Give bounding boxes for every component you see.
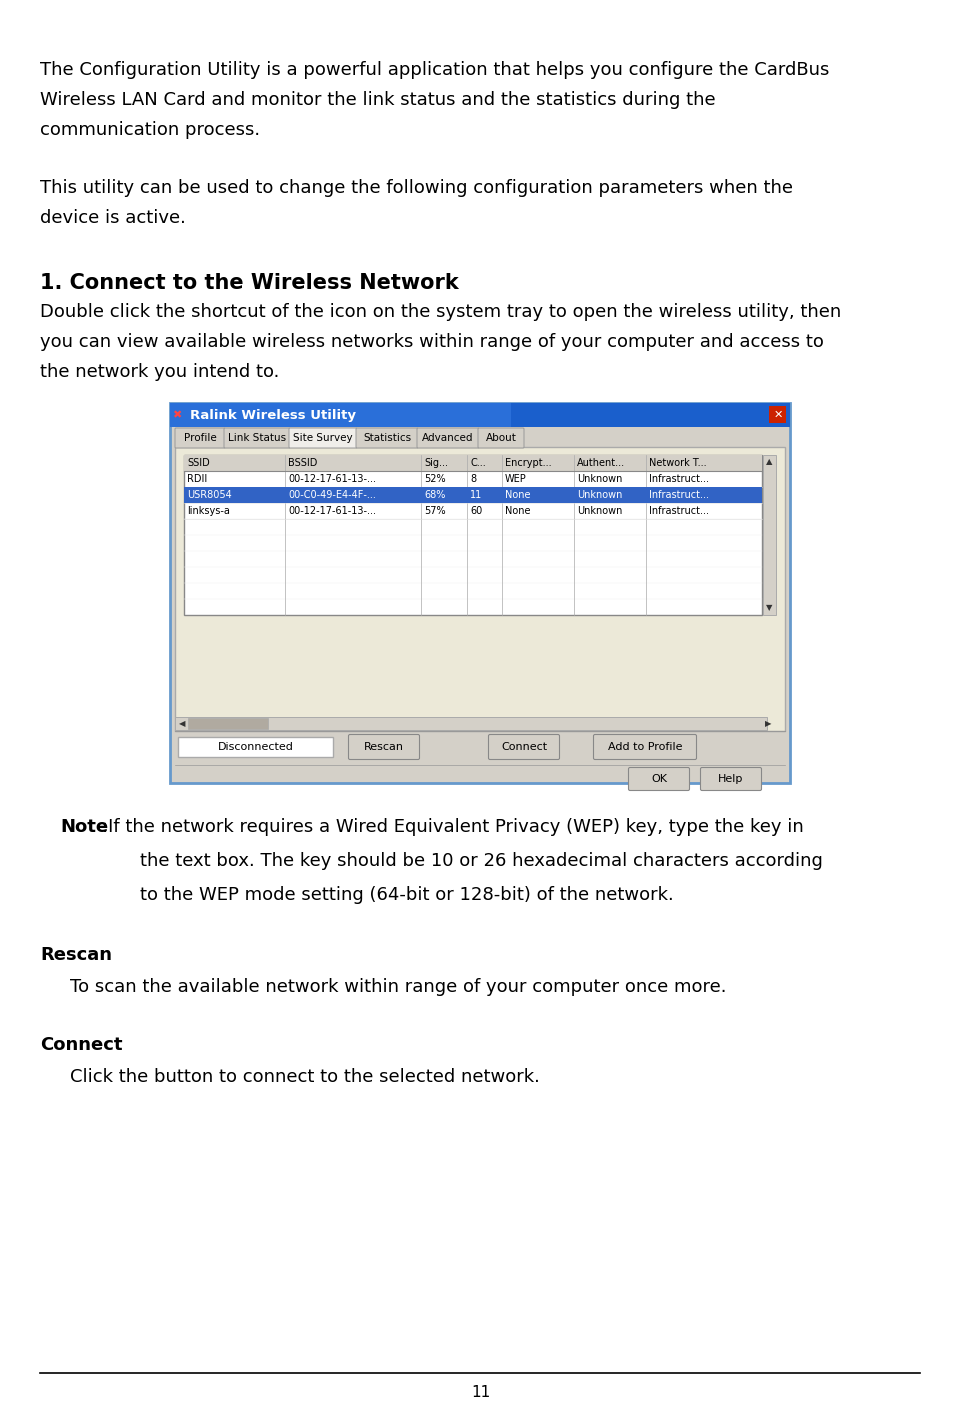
- Text: :If the network requires a Wired Equivalent Privacy (WEP) key, type the key in: :If the network requires a Wired Equival…: [102, 817, 803, 836]
- Text: Rescan: Rescan: [40, 946, 112, 965]
- Text: About: About: [485, 433, 516, 443]
- Text: C...: C...: [470, 458, 486, 468]
- Text: The Configuration Utility is a powerful application that helps you configure the: The Configuration Utility is a powerful …: [40, 62, 829, 79]
- Text: WEP: WEP: [505, 474, 527, 484]
- FancyBboxPatch shape: [356, 428, 418, 449]
- Text: 57%: 57%: [424, 506, 446, 516]
- FancyBboxPatch shape: [289, 428, 357, 449]
- Text: 11: 11: [471, 1385, 490, 1401]
- Text: Help: Help: [718, 774, 744, 784]
- Text: 8: 8: [470, 474, 477, 484]
- Text: Double click the shortcut of the icon on the system tray to open the wireless ut: Double click the shortcut of the icon on…: [40, 303, 841, 321]
- Bar: [175, 716, 767, 730]
- Text: Unknown: Unknown: [578, 474, 623, 484]
- FancyBboxPatch shape: [175, 428, 225, 449]
- Text: None: None: [505, 491, 530, 501]
- Text: BSSID: BSSID: [288, 458, 317, 468]
- Text: to the WEP mode setting (64-bit or 128-bit) of the network.: to the WEP mode setting (64-bit or 128-b…: [140, 886, 674, 904]
- Text: the network you intend to.: the network you intend to.: [40, 363, 280, 381]
- Text: Infrastruct...: Infrastruct...: [650, 491, 709, 501]
- Text: SSID: SSID: [187, 458, 209, 468]
- Text: you can view available wireless networks within range of your computer and acces: you can view available wireless networks…: [40, 334, 824, 350]
- Text: Sig...: Sig...: [424, 458, 448, 468]
- Text: Connect: Connect: [501, 742, 547, 751]
- Text: None: None: [505, 506, 530, 516]
- Text: Advanced: Advanced: [422, 433, 474, 443]
- Text: linksys-a: linksys-a: [187, 506, 230, 516]
- Text: Authent...: Authent...: [578, 458, 626, 468]
- Bar: [175, 447, 785, 730]
- Text: device is active.: device is active.: [40, 209, 185, 227]
- Text: Unknown: Unknown: [578, 506, 623, 516]
- Text: 52%: 52%: [424, 474, 446, 484]
- Text: Network T...: Network T...: [650, 458, 707, 468]
- Text: Site Survey: Site Survey: [293, 433, 353, 443]
- Text: communication process.: communication process.: [40, 121, 260, 139]
- Text: Profile: Profile: [184, 433, 216, 443]
- Text: RDII: RDII: [187, 474, 208, 484]
- Text: Note: Note: [60, 817, 109, 836]
- FancyBboxPatch shape: [478, 428, 524, 449]
- Text: 00-12-17-61-13-...: 00-12-17-61-13-...: [288, 474, 376, 484]
- Text: Wireless LAN Card and monitor the link status and the statistics during the: Wireless LAN Card and monitor the link s…: [40, 91, 716, 109]
- Text: ◀: ◀: [179, 719, 185, 728]
- Text: Infrastruct...: Infrastruct...: [650, 506, 709, 516]
- Text: ✕: ✕: [774, 409, 782, 421]
- FancyBboxPatch shape: [349, 735, 420, 760]
- FancyBboxPatch shape: [701, 767, 761, 791]
- Bar: [184, 486, 762, 503]
- Text: Encrypt...: Encrypt...: [505, 458, 552, 468]
- Bar: [769, 407, 786, 423]
- Text: 00-12-17-61-13-...: 00-12-17-61-13-...: [288, 506, 376, 516]
- Text: Connect: Connect: [40, 1036, 122, 1054]
- Text: Infrastruct...: Infrastruct...: [650, 474, 709, 484]
- Text: ▶: ▶: [765, 719, 772, 728]
- FancyBboxPatch shape: [488, 735, 559, 760]
- Text: Rescan: Rescan: [364, 742, 404, 751]
- Bar: [170, 402, 790, 428]
- Text: Link Status: Link Status: [228, 433, 286, 443]
- Text: Add to Profile: Add to Profile: [607, 742, 682, 751]
- FancyBboxPatch shape: [417, 428, 479, 449]
- Text: Statistics: Statistics: [363, 433, 411, 443]
- Bar: [184, 456, 762, 615]
- FancyBboxPatch shape: [224, 428, 290, 449]
- Text: ▼: ▼: [766, 603, 773, 613]
- Bar: [170, 402, 790, 782]
- Bar: [170, 402, 511, 428]
- Bar: [178, 737, 333, 757]
- Text: Click the button to connect to the selected network.: Click the button to connect to the selec…: [70, 1068, 540, 1087]
- Text: To scan the available network within range of your computer once more.: To scan the available network within ran…: [70, 979, 727, 995]
- Bar: [188, 718, 268, 729]
- Bar: [184, 456, 762, 471]
- Text: ✖: ✖: [172, 409, 182, 421]
- Text: 11: 11: [470, 491, 482, 501]
- Text: Unknown: Unknown: [578, 491, 623, 501]
- Bar: [763, 456, 776, 615]
- Text: 68%: 68%: [424, 491, 445, 501]
- Text: 60: 60: [470, 506, 482, 516]
- FancyBboxPatch shape: [628, 767, 689, 791]
- Text: Ralink Wireless Utility: Ralink Wireless Utility: [190, 408, 356, 422]
- Text: This utility can be used to change the following configuration parameters when t: This utility can be used to change the f…: [40, 179, 793, 198]
- Text: OK: OK: [651, 774, 667, 784]
- Text: USR8054: USR8054: [187, 491, 232, 501]
- FancyBboxPatch shape: [594, 735, 697, 760]
- Text: ▲: ▲: [766, 457, 773, 467]
- Text: the text box. The key should be 10 or 26 hexadecimal characters according: the text box. The key should be 10 or 26…: [140, 852, 823, 871]
- Text: Disconnected: Disconnected: [218, 742, 294, 751]
- Text: 1. Connect to the Wireless Network: 1. Connect to the Wireless Network: [40, 273, 458, 293]
- Text: 00-C0-49-E4-4F-...: 00-C0-49-E4-4F-...: [288, 491, 376, 501]
